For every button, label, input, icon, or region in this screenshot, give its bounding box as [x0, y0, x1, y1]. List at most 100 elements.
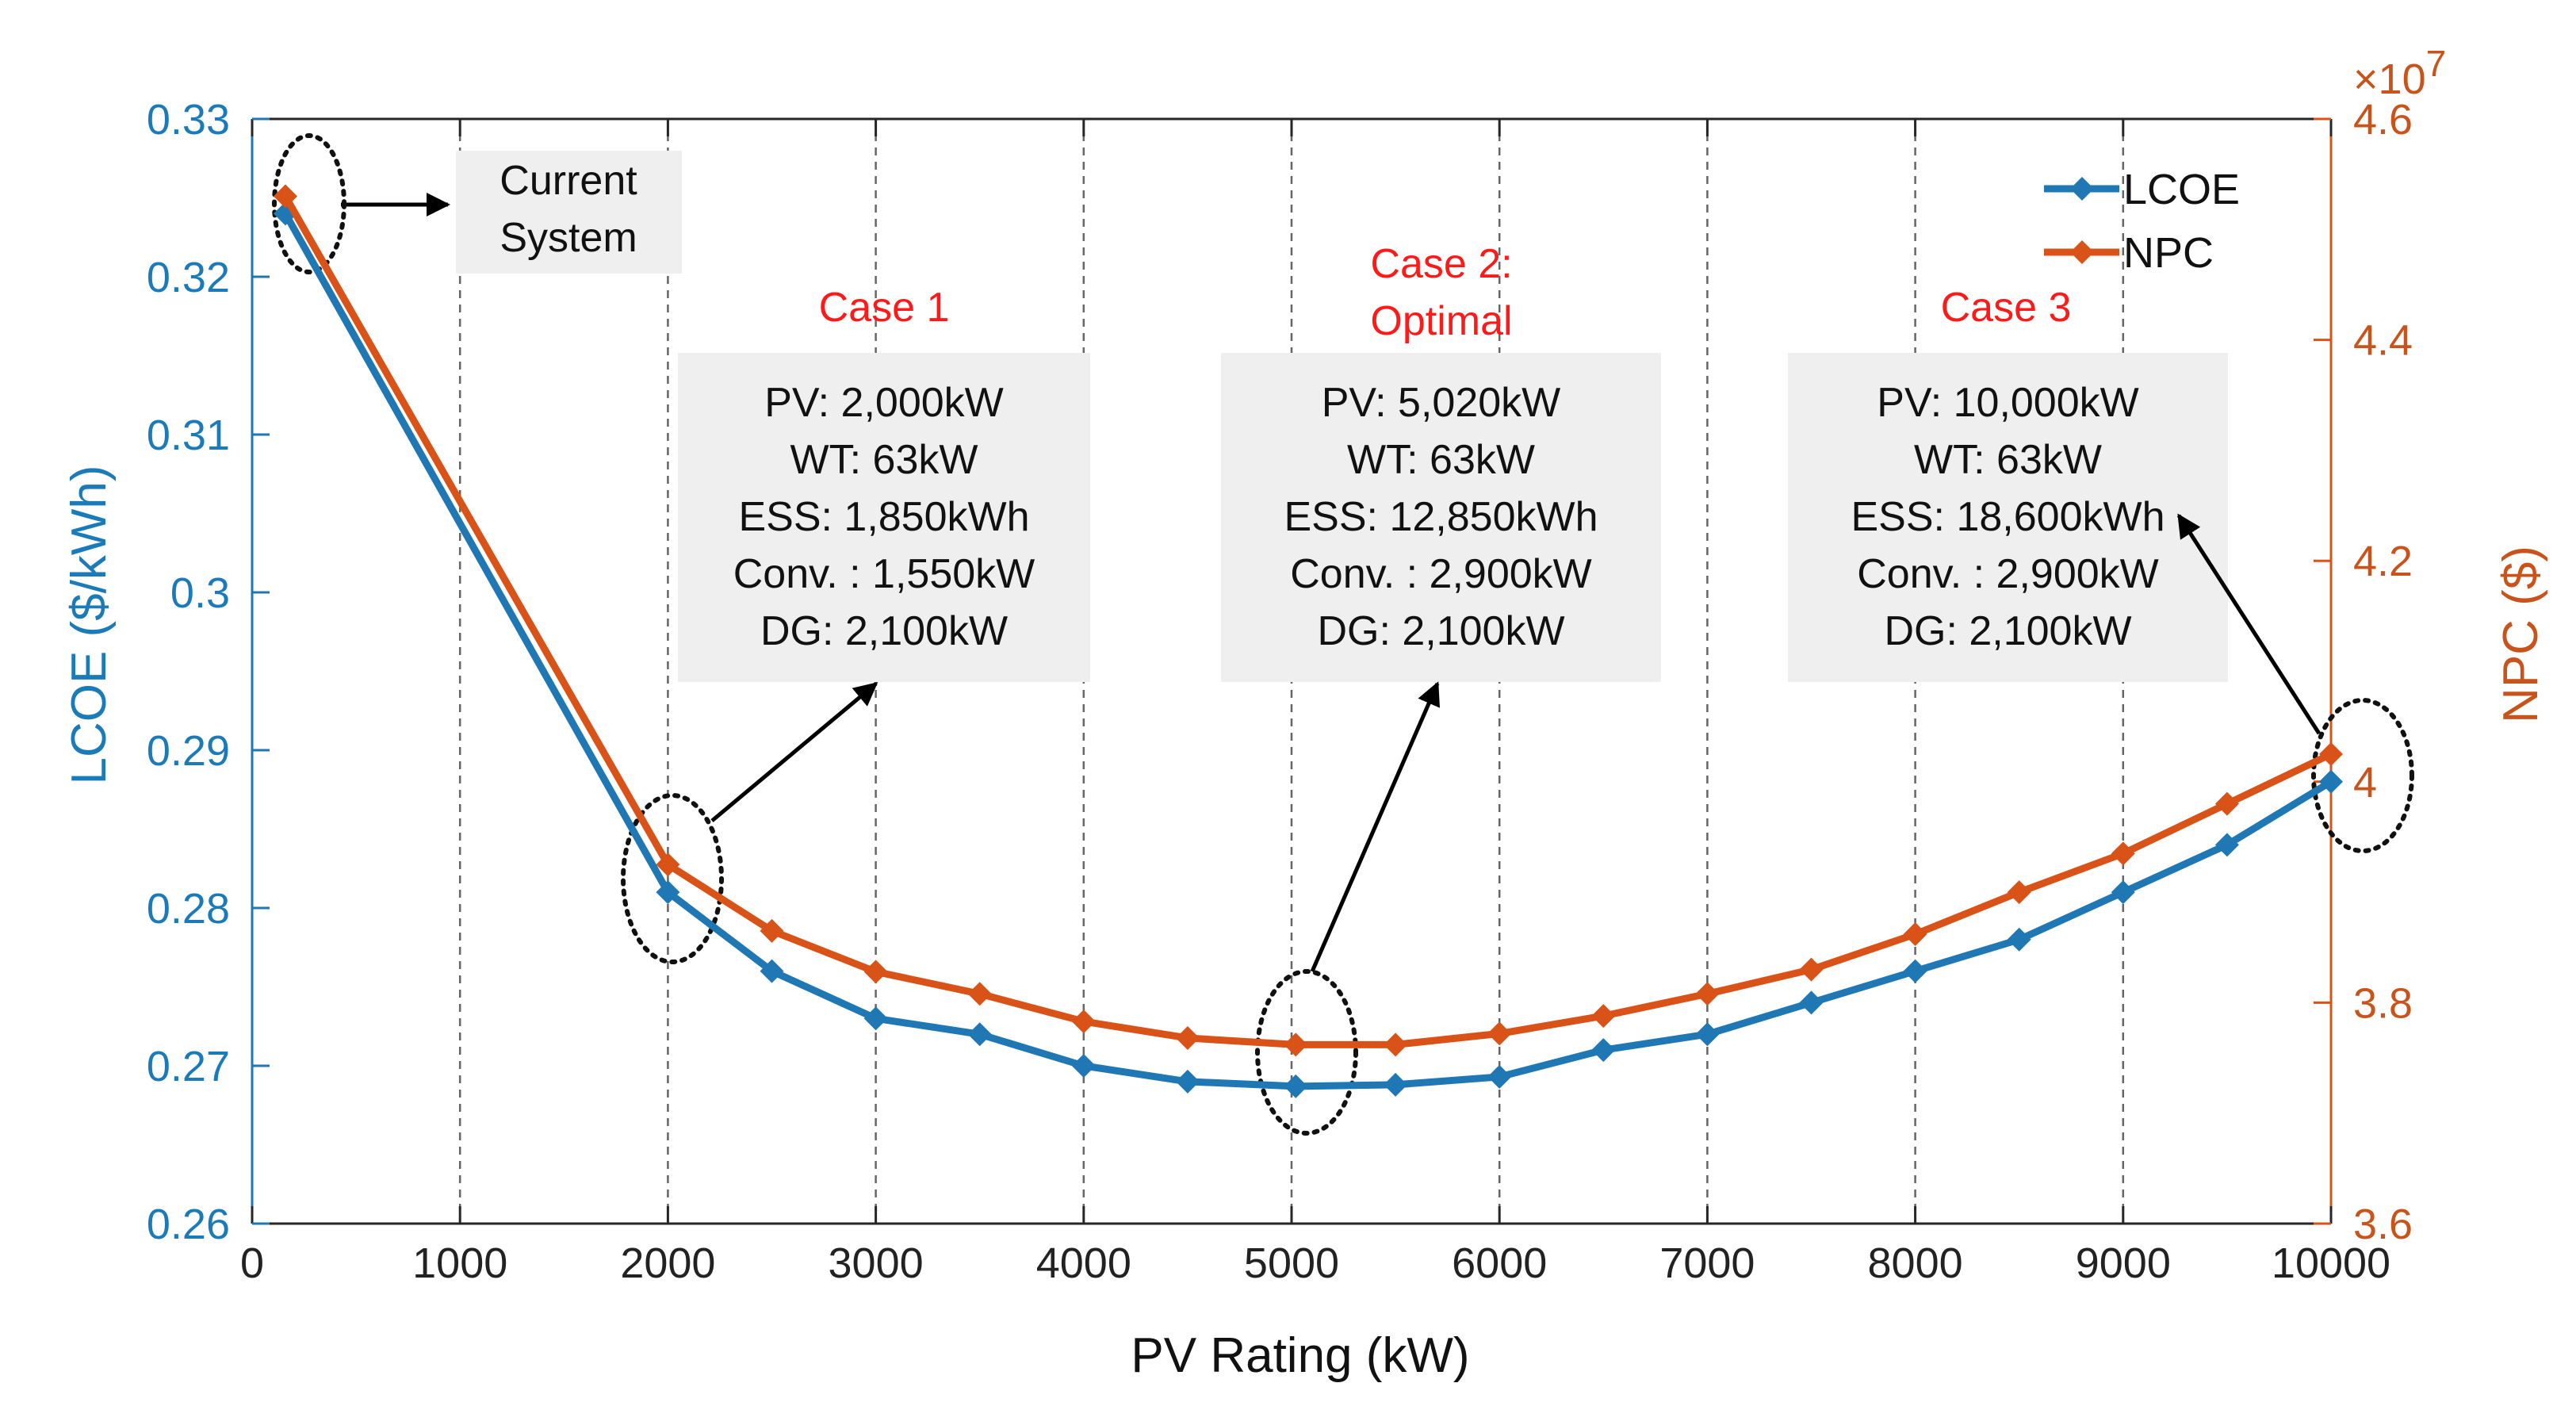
x-tick-label: 8000	[1868, 1239, 1963, 1287]
case-box	[1788, 353, 2228, 682]
marker-npc	[1284, 1032, 1308, 1057]
current-system-label: System	[500, 215, 637, 261]
y-left-tick-label: 0.3	[170, 569, 230, 617]
y-right-tick-label: 3.6	[2353, 1201, 2413, 1248]
y-right-tick-label: 4	[2353, 759, 2377, 806]
marker-npc	[1487, 1021, 1512, 1046]
x-tick-label: 0	[240, 1239, 264, 1287]
marker-lcoe	[656, 880, 680, 905]
legend-marker-lcoe	[2070, 177, 2094, 201]
case-box-line: DG: 2,100kW	[1317, 608, 1564, 654]
marker-lcoe	[2214, 833, 2239, 857]
marker-npc	[2007, 880, 2031, 905]
y-right-tick-label: 3.8	[2353, 979, 2413, 1027]
x-tick-label: 7000	[1659, 1239, 1755, 1287]
y-left-tick-label: 0.28	[147, 885, 230, 933]
tick-labels: 0 1000 2000 3000 4000 5000 6000 7000 8000 9000 100…	[147, 96, 2413, 1287]
x-tick-label: 1000	[412, 1239, 507, 1287]
highlight-ellipse	[621, 793, 724, 964]
y-right-exponent: ×107	[2353, 43, 2446, 103]
marker-lcoe	[1284, 1074, 1308, 1098]
marker-lcoe	[2007, 927, 2031, 952]
current-system-box	[456, 151, 682, 274]
marker-npc	[1175, 1025, 1200, 1050]
marker-lcoe	[1487, 1064, 1512, 1089]
case-box-line: PV: 10,000kW	[1877, 380, 2138, 426]
y-left-tick-label: 0.31	[147, 412, 230, 459]
marker-npc	[2111, 841, 2135, 866]
x-tick-label: 9000	[2076, 1239, 2171, 1287]
y-left-axis-title: LCOE ($/kWh)	[62, 465, 117, 784]
case-box-line: WT: 63kW	[1914, 437, 2102, 483]
marker-lcoe	[2319, 769, 2343, 794]
marker-npc	[1695, 982, 1720, 1006]
case-title: Optimal	[1370, 298, 1512, 344]
marker-npc	[1591, 1004, 1616, 1029]
case-arrow	[710, 682, 878, 822]
marker-lcoe	[760, 959, 784, 983]
highlight-ellipse	[2311, 698, 2414, 853]
case-box-line: Conv. : 2,900kW	[1290, 551, 1592, 597]
y-left-tick-label: 0.27	[147, 1043, 230, 1090]
y-right-tick-label: 4.4	[2353, 317, 2413, 365]
series-line-lcoe	[282, 212, 2333, 1090]
case-box	[678, 353, 1090, 682]
y-right-tick-label: 4.2	[2353, 538, 2413, 585]
marker-npc	[760, 918, 784, 943]
highlight-ellipse	[1255, 969, 1358, 1136]
marker-npc	[2214, 791, 2239, 816]
marker-npc	[2319, 741, 2343, 766]
case-box-line: ESS: 12,850kWh	[1284, 494, 1598, 540]
case-title: Case 1	[819, 285, 950, 331]
case-arrow	[2176, 513, 2321, 735]
case-title: Case 3	[1941, 285, 2072, 331]
marker-npc	[1903, 922, 1927, 947]
marker-lcoe	[1175, 1069, 1200, 1094]
marker-npc	[1799, 957, 1824, 982]
marker-lcoe	[967, 1022, 992, 1047]
legend-label-npc: NPC	[2123, 229, 2214, 277]
case-box-line: DG: 2,100kW	[1884, 608, 2131, 654]
series-line-npc	[282, 194, 2333, 1048]
marker-lcoe	[1071, 1054, 1096, 1078]
y-right-tick-label: 4.6	[2353, 96, 2413, 144]
marker-npc	[1384, 1032, 1408, 1057]
case-box-line: WT: 63kW	[1347, 437, 1535, 483]
marker-npc	[656, 852, 680, 877]
case-box-line: PV: 2,000kW	[764, 380, 1004, 426]
legend-label-lcoe: LCOE	[2123, 166, 2240, 213]
x-tick-label: 4000	[1036, 1239, 1131, 1287]
axes	[251, 117, 2333, 1225]
case-box-line: ESS: 1,850kWh	[738, 494, 1029, 540]
case-box-line: WT: 63kW	[790, 437, 978, 483]
marker-npc	[273, 184, 297, 209]
x-axis-title: PV Rating (kW)	[1131, 1328, 1469, 1383]
marker-lcoe	[863, 1006, 888, 1031]
x-tick-label: 3000	[829, 1239, 924, 1287]
y-right-axis-title: NPC ($)	[2494, 546, 2548, 723]
marker-lcoe	[1799, 990, 1824, 1015]
data-series	[273, 184, 2343, 1098]
marker-lcoe	[1384, 1072, 1408, 1097]
y-left-tick-label: 0.29	[147, 727, 230, 775]
case-box-line: PV: 5,020kW	[1322, 380, 1561, 426]
case-box-line: DG: 2,100kW	[760, 608, 1008, 654]
case-box	[1221, 353, 1661, 682]
x-tick-label: 2000	[620, 1239, 715, 1287]
case-box-line: ESS: 18,600kWh	[1851, 494, 2165, 540]
highlight-ellipse	[272, 133, 346, 274]
case-box-line: Conv. : 1,550kW	[733, 551, 1035, 597]
y-left-tick-label: 0.32	[147, 254, 230, 301]
marker-npc	[1071, 1009, 1096, 1034]
case-arrow	[1310, 681, 1440, 972]
marker-npc	[863, 960, 888, 984]
marker-lcoe	[1903, 959, 1927, 983]
y-left-tick-label: 0.26	[147, 1201, 230, 1248]
case-box-line: Conv. : 2,900kW	[1857, 551, 2159, 597]
case-annotations: Current System Case 1 PV: 2,000kW WT: 63kW ES…	[272, 133, 2414, 1136]
x-tick-label: 10000	[2272, 1239, 2390, 1287]
current-system-label: Current	[500, 158, 637, 204]
marker-lcoe	[2111, 880, 2135, 905]
marker-npc	[967, 982, 992, 1006]
